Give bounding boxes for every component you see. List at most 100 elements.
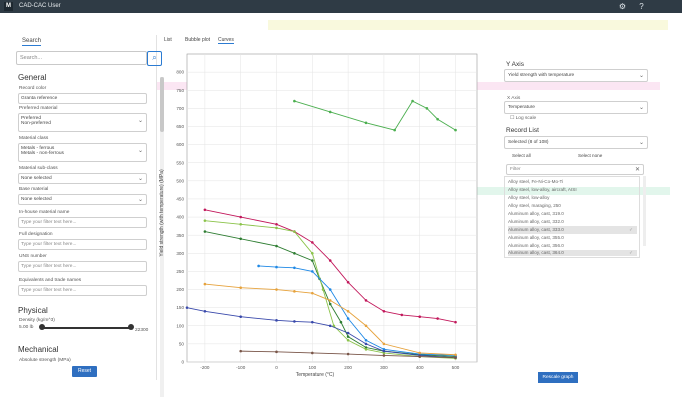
data-point xyxy=(382,351,386,355)
equivalents-input[interactable]: Type your filter text here... xyxy=(18,285,147,296)
sidebar-scrollbar[interactable] xyxy=(160,77,164,397)
y-tick-label: 800 xyxy=(176,70,184,75)
series-line xyxy=(258,265,456,356)
x-axis-select[interactable]: Temperature ⌄ xyxy=(504,101,648,114)
x-tick-label: 100 xyxy=(308,365,316,370)
series-line xyxy=(186,307,456,359)
data-point xyxy=(321,288,325,291)
slider-min-handle[interactable] xyxy=(39,324,45,330)
data-point xyxy=(203,219,207,222)
full-designation-input[interactable]: Type your filter text here... xyxy=(18,239,147,250)
x-axis-ticks: -200 -100 0 100 200 300 400 500 xyxy=(200,365,459,370)
list-item[interactable]: Aluminum alloy, cast, 355.0 xyxy=(508,235,564,240)
select-none-button[interactable]: Select none xyxy=(578,153,603,158)
y-tick-label: 750 xyxy=(176,88,184,93)
data-point xyxy=(364,299,368,302)
section-physical: Physical xyxy=(18,306,48,315)
app-header: M CAD-CAC User ⚙ ? xyxy=(0,0,682,13)
data-point xyxy=(418,355,422,358)
record-filter-input[interactable]: Filter ✕ xyxy=(506,164,644,175)
rescale-graph-button[interactable]: Rescale graph xyxy=(538,372,578,383)
x-tick-label: 400 xyxy=(416,365,424,370)
data-point xyxy=(382,354,386,357)
y-tick-label: 650 xyxy=(176,124,184,129)
data-point xyxy=(293,251,296,255)
tab-search[interactable]: Search xyxy=(22,38,42,46)
data-point xyxy=(239,286,243,290)
y-tick-label: 400 xyxy=(176,215,184,220)
list-item[interactable]: Aluminum alloy, cast, 319.0 xyxy=(508,211,564,216)
field-label: Equivalents and trade names xyxy=(19,278,82,283)
slider-max-handle[interactable] xyxy=(128,324,134,330)
log-scale-checkbox[interactable]: ☐ Log scale xyxy=(510,116,537,121)
app-title: CAD-CAC User xyxy=(19,3,61,9)
data-point xyxy=(364,338,368,342)
data-point xyxy=(293,290,296,293)
tab-list[interactable]: List xyxy=(164,37,172,43)
preferred-material-select[interactable]: Preferred Non-preferred ⌄ xyxy=(18,113,147,132)
data-point xyxy=(436,117,439,121)
list-item[interactable]: Aluminum alloy, cast, 332.0 xyxy=(508,219,564,224)
data-point xyxy=(275,223,278,226)
base-material-select[interactable]: None selected ⌄ xyxy=(18,194,147,205)
list-item[interactable]: Alloy steel, low-alloy xyxy=(508,195,550,200)
data-point xyxy=(454,128,457,132)
field-label: Material sub-class xyxy=(19,166,58,171)
list-item[interactable]: Aluminum alloy, cast, 356.0 xyxy=(508,243,564,248)
plot-area xyxy=(186,53,478,363)
record-color-select[interactable]: Granta reference xyxy=(18,93,147,104)
search-icon[interactable]: ⌕ xyxy=(147,51,162,66)
field-label: UNS number xyxy=(19,254,47,259)
data-point xyxy=(332,324,336,328)
help-icon[interactable]: ? xyxy=(639,2,644,11)
search-input[interactable]: Search... xyxy=(16,51,147,65)
field-label: In-house material name xyxy=(19,210,70,215)
data-point xyxy=(311,291,314,295)
record-list-scrollbar[interactable] xyxy=(643,176,646,246)
select-all-button[interactable]: Select all xyxy=(512,153,531,158)
list-item[interactable]: Alloy steel, Fe-Ni-Co-Mo-Ti xyxy=(508,179,564,184)
y-tick-label: 350 xyxy=(176,233,184,238)
x-tick-label: 500 xyxy=(452,365,460,370)
y-tick-label: 450 xyxy=(176,197,184,202)
data-point xyxy=(239,237,243,241)
tab-bubble-plot[interactable]: Bubble plot xyxy=(185,37,211,43)
reset-button[interactable]: Reset xyxy=(72,366,97,377)
y-tick-label: 150 xyxy=(176,305,184,310)
record-list-select[interactable]: Selected (8 of 108) ⌄ xyxy=(504,136,648,149)
uns-number-input[interactable]: Type your filter text here... xyxy=(18,261,147,272)
data-point xyxy=(382,309,386,313)
list-item[interactable]: Aluminum alloy, cast, 364.0 ✓ xyxy=(508,250,637,256)
y-axis-select[interactable]: Yield strength with temperature ⌄ xyxy=(504,69,648,82)
density-min: 5.00 lb xyxy=(19,325,34,330)
check-icon: ✓ xyxy=(629,250,633,255)
inhouse-name-input[interactable]: Type your filter text here... xyxy=(18,217,147,228)
data-point xyxy=(328,288,332,291)
density-slider[interactable] xyxy=(39,324,134,330)
y-tick-label: 50 xyxy=(179,341,185,346)
data-point xyxy=(436,317,439,320)
data-point xyxy=(364,342,368,346)
data-point xyxy=(203,230,207,233)
data-point xyxy=(400,313,404,317)
data-point xyxy=(239,315,243,319)
data-point xyxy=(328,259,332,262)
chart-grid xyxy=(186,53,478,363)
section-general: General xyxy=(18,73,47,82)
data-point xyxy=(275,226,278,230)
material-class-select[interactable]: Metals - ferrous Metals - non-ferrous ⌄ xyxy=(18,143,147,162)
y-tick-label: 0 xyxy=(181,360,184,365)
gear-icon[interactable]: ⚙ xyxy=(618,2,627,11)
list-item[interactable]: Aluminum alloy, cast, 333.0 ✓ xyxy=(508,226,637,234)
y-tick-label: 600 xyxy=(176,142,184,147)
material-subclass-select[interactable]: None selected ⌄ xyxy=(18,173,147,184)
data-point xyxy=(382,349,386,353)
record-list: Alloy steel, Fe-Ni-Co-Mo-Ti Alloy steel,… xyxy=(504,176,640,258)
list-item[interactable]: Alloy steel, maraging, 250 xyxy=(508,203,561,208)
y-axis-label: Yield strength (with temperature) (MPa) xyxy=(159,169,165,257)
field-label: Preferred material xyxy=(19,106,58,111)
tab-curves[interactable]: Curves xyxy=(218,37,234,44)
data-point xyxy=(418,351,422,355)
data-point xyxy=(346,352,350,356)
list-item[interactable]: Alloy steel, low-alloy, aircraft, AISI xyxy=(508,187,577,192)
